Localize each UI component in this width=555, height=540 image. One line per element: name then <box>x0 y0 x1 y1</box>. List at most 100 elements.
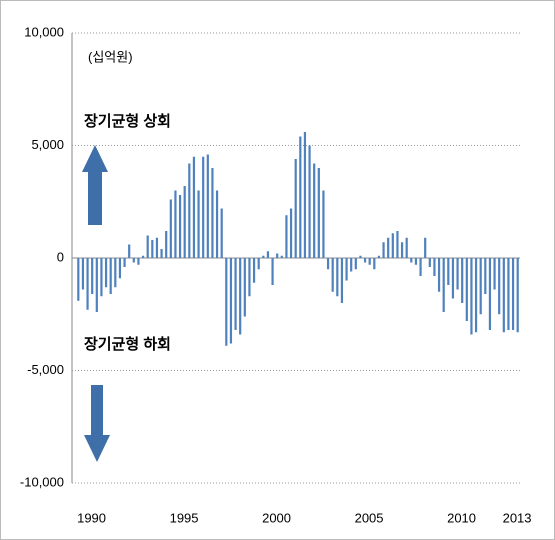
bar <box>502 258 505 333</box>
bar <box>151 240 154 258</box>
bar <box>396 231 399 258</box>
bar <box>243 258 246 317</box>
bar <box>248 258 251 297</box>
bar <box>419 258 422 276</box>
annotation: 장기균형 상회 <box>84 112 171 130</box>
bar <box>336 258 339 297</box>
bar <box>442 258 445 312</box>
bar <box>410 258 413 263</box>
bar <box>294 159 297 258</box>
bar <box>313 163 316 258</box>
bar <box>377 255 381 258</box>
bar <box>484 258 487 294</box>
x-tick-label: 1990 <box>77 510 106 525</box>
bar <box>114 258 117 288</box>
y-tick-label: 0 <box>57 249 64 264</box>
bar <box>266 251 270 258</box>
bar <box>211 168 214 258</box>
bar <box>428 258 431 267</box>
bar <box>276 253 279 258</box>
bar <box>405 237 408 258</box>
bar <box>257 258 260 270</box>
bar <box>516 258 519 333</box>
bar <box>81 258 85 290</box>
bar <box>414 258 418 265</box>
y-tick-label: -5,000 <box>27 362 64 377</box>
bar <box>350 258 353 272</box>
bar <box>141 255 145 258</box>
bar <box>447 258 450 285</box>
bar <box>451 258 455 299</box>
unit-label: (십억원) <box>88 49 133 64</box>
bar <box>165 231 168 258</box>
bar <box>461 258 464 303</box>
bar <box>215 190 219 258</box>
bar <box>303 132 307 258</box>
bar <box>128 244 131 258</box>
bar <box>239 258 242 335</box>
bar <box>155 237 159 258</box>
bar <box>474 258 478 333</box>
bar <box>77 258 80 301</box>
bar <box>252 258 256 283</box>
bar <box>340 258 344 303</box>
bar <box>326 258 330 270</box>
bar <box>123 258 126 267</box>
bar <box>206 154 209 258</box>
bar <box>100 258 103 297</box>
bar <box>192 156 196 258</box>
bar <box>95 258 98 312</box>
bar <box>433 258 436 276</box>
bar <box>169 199 172 258</box>
bar <box>285 215 288 258</box>
bar <box>387 237 390 258</box>
bar <box>280 255 283 258</box>
bar <box>188 163 191 258</box>
bar <box>160 249 163 258</box>
bar <box>197 190 200 258</box>
bar <box>498 258 501 315</box>
x-tick-label: 2005 <box>355 510 384 525</box>
bar <box>507 258 510 330</box>
y-tick-label: 5,000 <box>31 137 64 152</box>
bar <box>465 258 468 321</box>
down-arrow <box>84 385 110 462</box>
bar <box>137 258 140 265</box>
x-tick-label: 2010 <box>447 510 476 525</box>
y-tick-label: 10,000 <box>24 24 64 39</box>
x-tick-label: 2000 <box>262 510 291 525</box>
bar <box>202 156 205 258</box>
bar <box>118 258 122 279</box>
bar <box>178 195 182 258</box>
bar <box>511 258 515 330</box>
bar <box>493 258 496 290</box>
bar <box>225 258 228 346</box>
bar <box>322 190 325 258</box>
x-tick-label: 2013 <box>503 510 532 525</box>
bar <box>109 258 112 294</box>
bar <box>470 258 473 335</box>
bar <box>382 242 385 258</box>
bar <box>146 235 149 258</box>
bar <box>345 258 348 281</box>
bar <box>368 258 371 265</box>
bar <box>86 258 89 310</box>
bar <box>262 255 265 258</box>
bar <box>91 258 94 294</box>
bar <box>424 237 427 258</box>
bar <box>373 258 376 270</box>
annotation: 장기균형 하회 <box>84 335 171 353</box>
bar <box>271 258 274 285</box>
bar <box>479 258 482 315</box>
bar <box>183 186 186 258</box>
bar <box>308 145 311 258</box>
bar <box>299 136 302 258</box>
bar <box>354 258 357 270</box>
bar <box>234 258 237 330</box>
y-tick-label: -10,000 <box>20 474 64 489</box>
bar <box>220 208 223 258</box>
bar <box>331 258 334 292</box>
bar <box>104 258 108 288</box>
bar <box>317 168 320 258</box>
